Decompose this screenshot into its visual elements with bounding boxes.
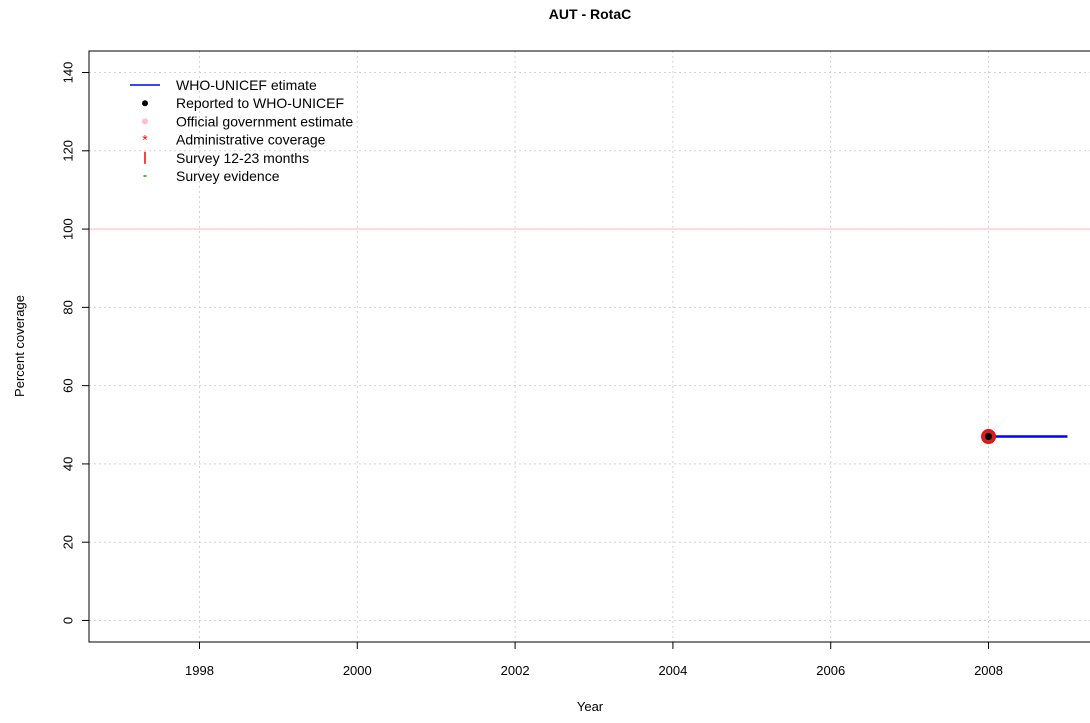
legend-dot-symbol bbox=[142, 118, 148, 125]
x-tick-label: 1998 bbox=[185, 663, 214, 678]
x-tick-label: 2000 bbox=[343, 663, 372, 678]
y-tick-label: 100 bbox=[61, 218, 76, 240]
legend-label: Administrative coverage bbox=[176, 132, 326, 148]
legend: WHO-UNICEF etimate Reported to WHO-UNICEF… bbox=[130, 77, 353, 184]
reported-point bbox=[985, 433, 993, 441]
legend-label: Survey evidence bbox=[176, 168, 280, 184]
y-tick-label: 20 bbox=[61, 535, 76, 549]
legend-dot-symbol bbox=[142, 100, 148, 107]
x-axis-label: Year bbox=[577, 699, 604, 714]
y-tick-label: 80 bbox=[61, 300, 76, 314]
series-layer bbox=[981, 429, 1068, 445]
x-axis: 1998 2000 2002 2004 2006 2008 bbox=[185, 642, 1003, 678]
y-tick-label: 140 bbox=[61, 62, 76, 84]
plot-frame bbox=[88, 50, 1090, 643]
x-tick-label: 2004 bbox=[658, 663, 687, 678]
y-axis-label: Percent coverage bbox=[12, 295, 27, 397]
x-tick-label: 2006 bbox=[816, 663, 845, 678]
legend-label: Reported to WHO-UNICEF bbox=[176, 95, 344, 111]
x-tick-label: 2008 bbox=[974, 663, 1003, 678]
y-axis: 0 20 40 60 80 100 120 140 bbox=[61, 62, 89, 624]
chart-title: AUT - RotaC bbox=[549, 6, 631, 22]
x-tick-label: 2002 bbox=[501, 663, 530, 678]
legend-label: Official government estimate bbox=[176, 113, 353, 129]
legend-star-symbol: * bbox=[142, 132, 148, 148]
y-tick-label: 0 bbox=[61, 617, 76, 624]
legend-label: WHO-UNICEF etimate bbox=[176, 77, 317, 93]
y-tick-label: 60 bbox=[61, 378, 76, 392]
y-tick-label: 120 bbox=[61, 140, 76, 162]
y-tick-label: 40 bbox=[61, 457, 76, 471]
legend-label: Survey 12-23 months bbox=[176, 150, 309, 166]
